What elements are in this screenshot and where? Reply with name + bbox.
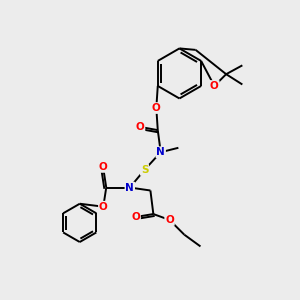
Text: O: O bbox=[99, 202, 108, 212]
Text: N: N bbox=[125, 182, 134, 193]
Text: S: S bbox=[141, 165, 148, 175]
Text: O: O bbox=[165, 215, 174, 225]
Text: O: O bbox=[136, 122, 145, 132]
Text: O: O bbox=[99, 162, 108, 172]
Text: O: O bbox=[152, 103, 161, 113]
Text: O: O bbox=[210, 81, 219, 91]
Text: N: N bbox=[156, 147, 165, 157]
Text: O: O bbox=[131, 212, 140, 222]
